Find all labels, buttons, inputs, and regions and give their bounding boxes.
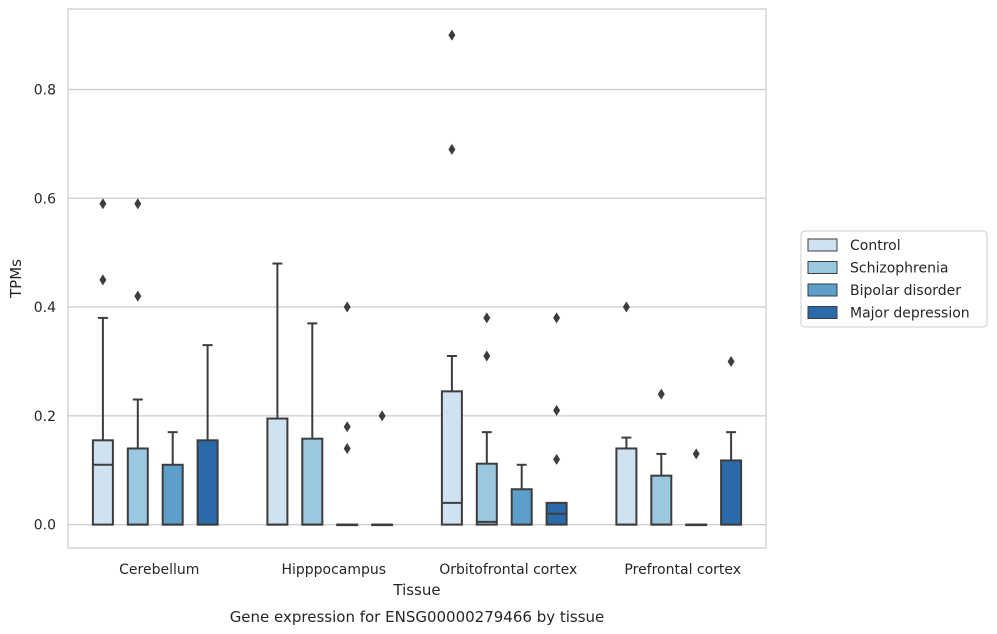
outlier-point [553, 453, 561, 465]
x-tick-label: Prefrontal cortex [624, 562, 741, 578]
outlier-point [483, 350, 491, 362]
chart-caption: Gene expression for ENSG00000279466 by t… [230, 608, 605, 626]
legend-swatch [807, 283, 838, 297]
legend: Control Schizophrenia Bipolar disorder Majo… [800, 230, 988, 328]
box-body [126, 447, 149, 526]
box-1-3 [650, 388, 673, 526]
x-axis-label: Tissue [392, 581, 440, 599]
box-3-1 [371, 410, 394, 527]
box-3-2 [545, 312, 568, 526]
gridlines [68, 88, 766, 526]
box-body [650, 474, 673, 526]
x-tick-label: Hipppocampus [281, 562, 386, 578]
legend-frame [800, 230, 988, 328]
outlier-point [448, 143, 456, 155]
legend-label: Schizophrenia [850, 261, 948, 277]
plot-frame [67, 8, 767, 549]
box-body [301, 437, 324, 526]
boxes [91, 29, 743, 527]
box-body [196, 439, 219, 526]
box-body [91, 439, 114, 526]
outlier-point [448, 29, 456, 41]
outlier-point [99, 198, 107, 210]
outlier-point [553, 312, 561, 324]
legend-swatch [807, 261, 838, 274]
outlier-point [134, 198, 142, 210]
box-3-3 [720, 355, 743, 526]
box-body [510, 488, 533, 526]
y-tick-label: 0.4 [34, 300, 56, 316]
x-tick-label: Orbitofrontal cortex [439, 562, 577, 578]
box-0-3 [615, 301, 638, 526]
box-3-0 [196, 344, 219, 526]
legend-swatch [807, 238, 838, 252]
y-tick-label: 0.6 [34, 191, 56, 207]
legend-label: Control [850, 238, 901, 254]
legend-swatch [807, 306, 838, 319]
outlier-point [134, 290, 142, 302]
box-body [161, 463, 184, 526]
x-tick-label: Cerebellum [119, 562, 199, 578]
outlier-point [553, 404, 561, 416]
y-tick-label: 0.0 [34, 518, 56, 534]
outlier-point [657, 388, 665, 400]
y-tick-label: 0.2 [34, 409, 56, 425]
legend-label: Major depression [850, 306, 970, 322]
box-2-1 [336, 301, 359, 527]
outlier-point [343, 301, 351, 313]
box-2-0 [161, 431, 184, 526]
x-tick-labels: Cerebellum Hipppocampus Orbitofrontal cort… [119, 562, 741, 578]
box-body [720, 459, 743, 526]
box-1-2 [475, 312, 498, 526]
box-2-2 [510, 463, 533, 526]
box-body [440, 390, 463, 526]
outlier-point [622, 301, 630, 313]
y-axis-label: TPMs [7, 259, 25, 299]
outlier-point [343, 421, 351, 433]
y-tick-label: 0.8 [34, 82, 56, 98]
box-0-1 [266, 262, 289, 526]
box-body [615, 447, 638, 526]
box-body [266, 417, 289, 526]
box-0-0 [91, 198, 114, 526]
box-body [475, 462, 498, 526]
outlier-point [692, 448, 700, 460]
box-2-3 [685, 448, 708, 527]
box-1-0 [126, 198, 149, 526]
y-tick-labels: 0.0 0.2 0.4 0.6 0.8 [34, 82, 56, 533]
box-0-2 [440, 29, 463, 526]
outlier-point [727, 355, 735, 367]
outlier-point [343, 442, 351, 454]
outlier-point [99, 274, 107, 286]
box-1-1 [301, 322, 324, 526]
outlier-point [483, 312, 491, 324]
legend-label: Bipolar disorder [850, 283, 961, 299]
outlier-point [378, 410, 386, 422]
